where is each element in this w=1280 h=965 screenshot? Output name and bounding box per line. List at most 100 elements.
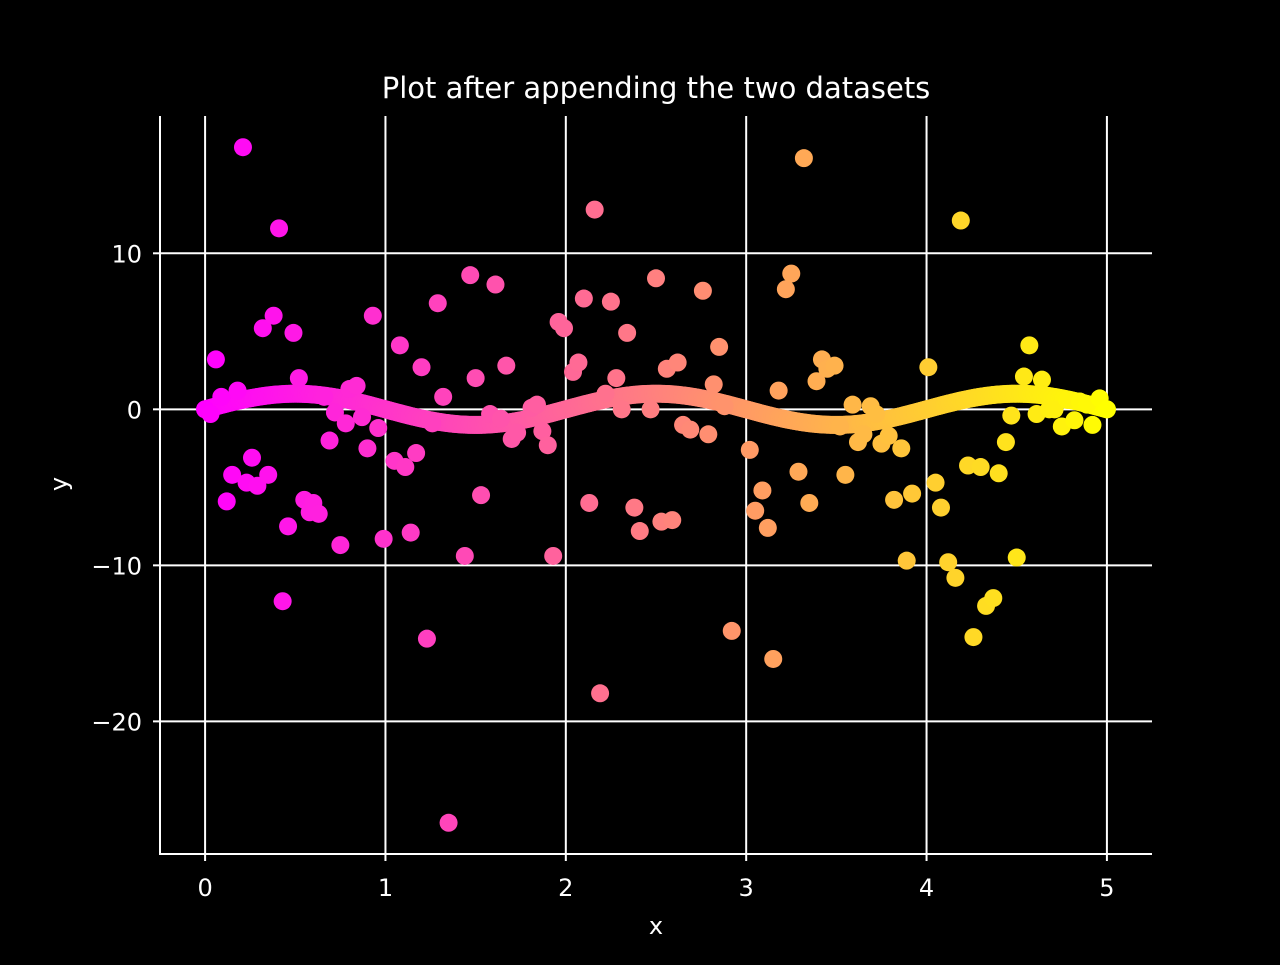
scatter-point <box>704 375 723 394</box>
scatter-point <box>273 592 292 611</box>
scatter-point <box>508 423 527 442</box>
tick-labels: 0 1 2 3 4 5 −20 −10 0 10 <box>91 240 1114 902</box>
scatter-point <box>574 289 593 308</box>
scatter-point <box>538 436 557 455</box>
y-tick-label: −10 <box>91 552 142 580</box>
scatter-point <box>964 628 983 647</box>
scatter-point <box>807 372 826 391</box>
scatter-point <box>946 568 965 587</box>
scatter-point <box>555 319 574 338</box>
scatter-point <box>233 138 252 157</box>
scatter-point <box>289 369 308 388</box>
scatter-point <box>601 292 620 311</box>
scatter-point <box>461 266 480 285</box>
scatter-point <box>1065 411 1084 430</box>
scatter-point <box>867 405 886 424</box>
scatter-point <box>746 501 765 520</box>
scatter-point <box>951 211 970 230</box>
scatter-point <box>248 476 267 495</box>
scatter-point <box>336 414 355 433</box>
scatter-point <box>423 414 442 433</box>
scatter-point <box>794 149 813 168</box>
scatter-point <box>434 387 453 406</box>
scatter-point <box>206 350 225 369</box>
scatter-point <box>996 433 1015 452</box>
scatter-point <box>681 420 700 439</box>
scatter-point <box>472 486 491 505</box>
scatter-point <box>212 387 231 406</box>
scatter-point <box>715 397 734 416</box>
scatter-point <box>919 358 938 377</box>
scatter-point <box>836 465 855 484</box>
scatter-point <box>428 294 447 313</box>
scatter-point <box>315 387 334 406</box>
scatter-point <box>758 518 777 537</box>
x-axis-label: x <box>649 912 663 940</box>
scatter-point <box>825 356 844 375</box>
x-tick-label: 1 <box>378 874 393 902</box>
scatter-point <box>217 492 236 511</box>
scatter-point <box>455 546 474 565</box>
scatter-point <box>699 425 718 444</box>
scatter-point <box>800 493 819 512</box>
scatter-point <box>331 536 350 555</box>
scatter-point <box>390 336 409 355</box>
scatter-series <box>196 138 1116 832</box>
scatter-point <box>223 465 242 484</box>
scatter-point <box>926 473 945 492</box>
scatter-point <box>497 356 516 375</box>
scatter-point <box>647 269 665 288</box>
scatter-point <box>753 481 772 500</box>
scatter-point <box>201 405 220 424</box>
y-tick-label: 10 <box>111 240 142 268</box>
scatter-point <box>533 422 552 441</box>
scatter-point <box>764 649 783 668</box>
scatter-point <box>722 621 741 640</box>
scatter-point <box>325 403 344 422</box>
scatter-point <box>264 306 283 325</box>
scatter-point <box>776 280 795 299</box>
scatter-point <box>253 319 272 338</box>
scatter-point <box>769 381 788 400</box>
scatter-point <box>569 353 588 372</box>
scatter-point <box>585 200 604 219</box>
scatter-point <box>544 546 563 565</box>
scatter-point <box>1097 400 1116 419</box>
scatter-point <box>242 448 261 467</box>
chart-title: Plot after appending the two datasets <box>382 71 931 105</box>
scatter-point <box>879 426 898 445</box>
scatter-point <box>412 358 431 377</box>
scatter-point <box>279 517 298 536</box>
scatter-point <box>892 439 911 458</box>
scatter-point <box>347 376 366 395</box>
scatter-point <box>939 553 958 572</box>
scatter-point <box>740 440 759 459</box>
scatter-point <box>320 431 339 450</box>
scatter-point <box>270 219 289 238</box>
scatter-point <box>971 458 990 477</box>
y-tick-label: −20 <box>91 708 142 736</box>
scatter-point <box>527 395 546 414</box>
scatter-point <box>401 523 420 542</box>
scatter-point <box>843 395 862 414</box>
scatter-point <box>1014 367 1033 386</box>
scatter-point <box>353 408 372 427</box>
scatter-point <box>284 323 303 342</box>
scatter-point <box>407 444 426 463</box>
scatter-point <box>612 400 631 419</box>
scatter-point <box>897 551 916 570</box>
x-tick-label: 0 <box>197 874 212 902</box>
scatter-point <box>466 369 485 388</box>
scatter-point <box>358 439 377 458</box>
scatter-point <box>259 465 278 484</box>
scatter-point <box>580 493 599 512</box>
scatter-point <box>668 353 687 372</box>
scatter-point <box>1002 406 1021 425</box>
y-tick-label: 0 <box>127 396 142 424</box>
scatter-point <box>710 337 729 356</box>
scatter-point <box>984 589 1003 608</box>
scatter-point <box>989 464 1008 483</box>
y-axis-label: y <box>45 477 73 491</box>
